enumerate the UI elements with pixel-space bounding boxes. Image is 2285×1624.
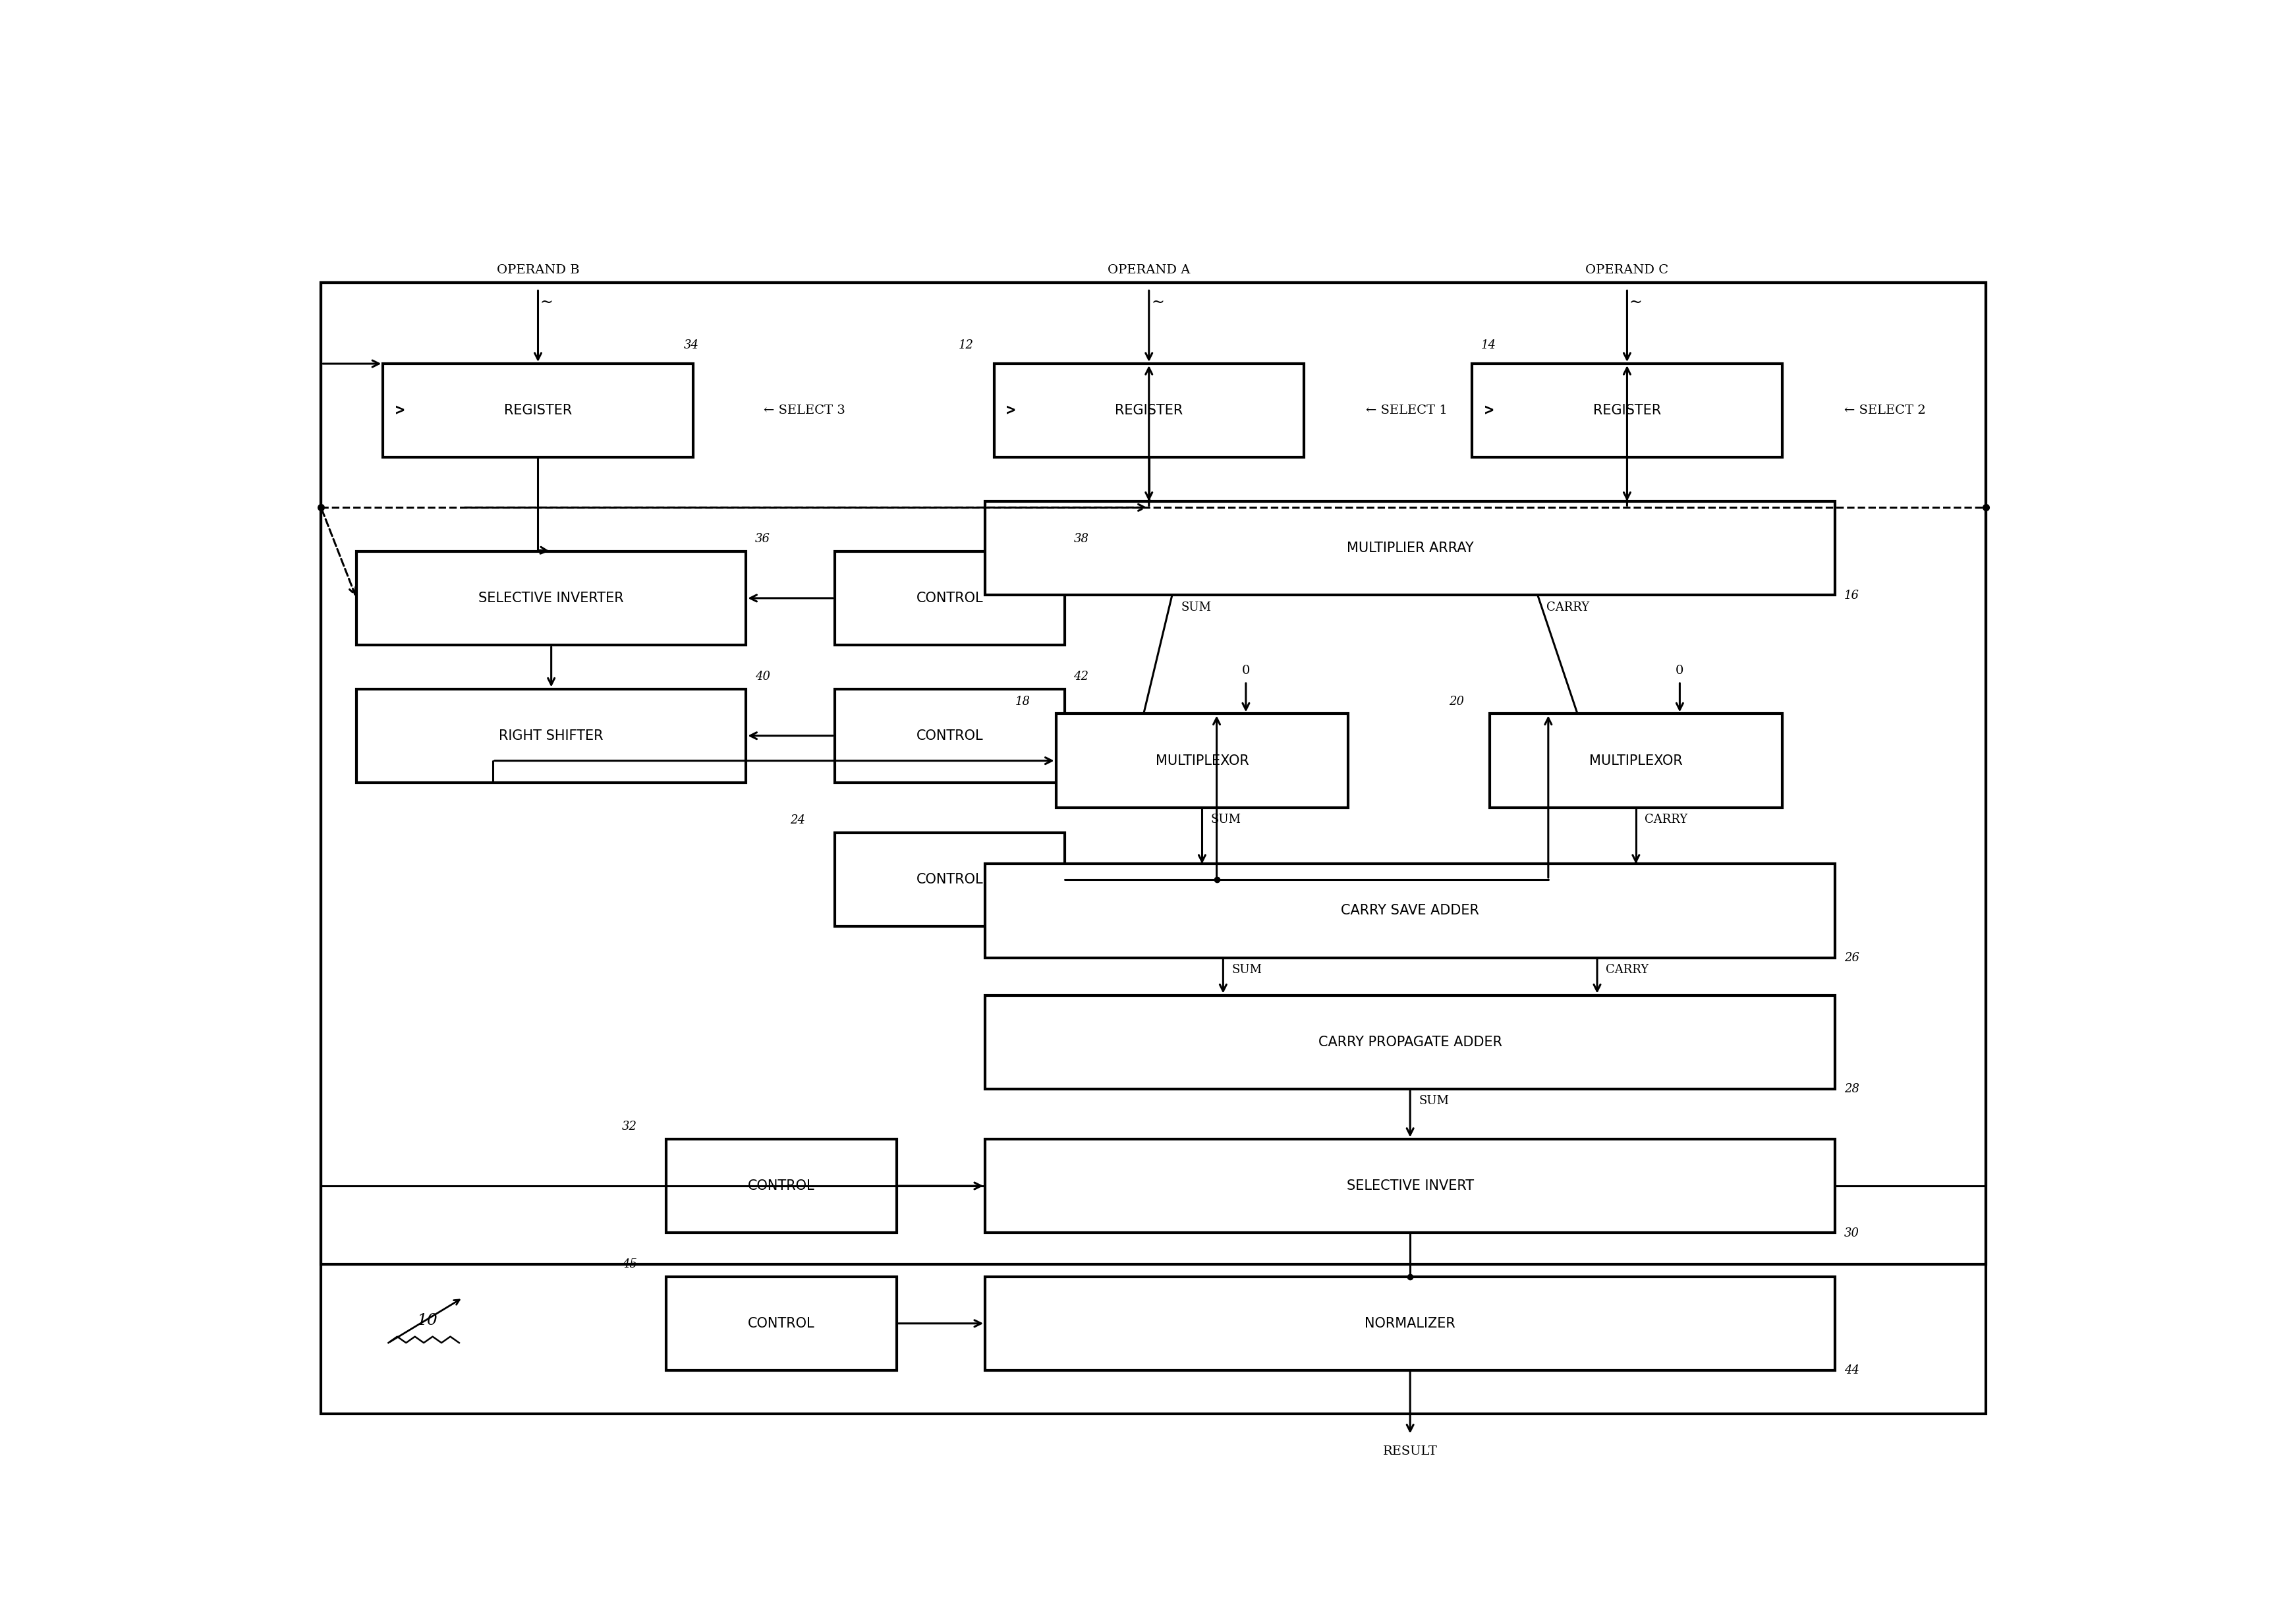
Text: 32: 32 (622, 1121, 638, 1134)
Text: OPERAND A: OPERAND A (1108, 265, 1190, 276)
Text: 20: 20 (1449, 695, 1465, 708)
Bar (985, 1276, 1835, 1371)
Text: 44: 44 (1844, 1364, 1860, 1377)
Text: >: > (395, 403, 404, 419)
Text: 36: 36 (754, 533, 770, 546)
Bar (1472, 364, 1782, 458)
Text: RIGHT SHIFTER: RIGHT SHIFTER (498, 729, 603, 742)
Text: MULTIPLEXOR: MULTIPLEXOR (1590, 754, 1682, 767)
Text: OPERAND B: OPERAND B (496, 265, 580, 276)
Text: 14: 14 (1481, 339, 1497, 351)
Text: 30: 30 (1844, 1228, 1860, 1239)
Text: 0: 0 (1675, 664, 1684, 676)
Text: >: > (1485, 403, 1494, 419)
Bar (994, 364, 1305, 458)
Bar (667, 1138, 896, 1233)
Text: 10: 10 (416, 1312, 439, 1328)
Bar (985, 996, 1835, 1090)
Text: 38: 38 (1074, 533, 1090, 546)
Text: 12: 12 (960, 339, 973, 351)
Text: SELECTIVE INVERTER: SELECTIVE INVERTER (478, 591, 624, 604)
Text: 28: 28 (1844, 1083, 1860, 1095)
Bar (834, 689, 1065, 783)
Text: CONTROL: CONTROL (916, 729, 983, 742)
Text: CONTROL: CONTROL (747, 1179, 816, 1192)
Text: CARRY SAVE ADDER: CARRY SAVE ADDER (1341, 905, 1478, 918)
Text: SELECTIVE INVERT: SELECTIVE INVERT (1346, 1179, 1474, 1192)
Bar (985, 864, 1835, 958)
Bar (1056, 715, 1348, 807)
Text: CARRY: CARRY (1547, 601, 1590, 614)
Text: CARRY: CARRY (1645, 814, 1689, 825)
Text: RESULT: RESULT (1382, 1445, 1437, 1457)
Bar (834, 833, 1065, 926)
Text: ← SELECT 1: ← SELECT 1 (1366, 404, 1446, 416)
Bar (1490, 715, 1782, 807)
Text: CONTROL: CONTROL (916, 591, 983, 604)
Text: 24: 24 (791, 815, 807, 827)
Bar (667, 1276, 896, 1371)
Text: ← SELECT 2: ← SELECT 2 (1844, 404, 1926, 416)
Text: ~: ~ (539, 296, 553, 310)
Bar (320, 283, 1986, 1263)
Bar (356, 551, 747, 645)
Text: REGISTER: REGISTER (1115, 404, 1184, 417)
Text: MULTIPLIER ARRAY: MULTIPLIER ARRAY (1346, 541, 1474, 555)
Bar (384, 364, 692, 458)
Text: CONTROL: CONTROL (916, 874, 983, 887)
Text: 18: 18 (1015, 695, 1031, 708)
Bar (834, 551, 1065, 645)
Text: 16: 16 (1844, 590, 1860, 601)
Text: CARRY: CARRY (1606, 965, 1650, 976)
Text: SUM: SUM (1232, 965, 1261, 976)
Text: OPERAND C: OPERAND C (1586, 265, 1668, 276)
Text: SUM: SUM (1211, 814, 1241, 825)
Text: MULTIPLEXOR: MULTIPLEXOR (1156, 754, 1248, 767)
Text: NORMALIZER: NORMALIZER (1364, 1317, 1456, 1330)
Text: CONTROL: CONTROL (747, 1317, 816, 1330)
Text: ← SELECT 3: ← SELECT 3 (763, 404, 845, 416)
Text: 42: 42 (1074, 671, 1090, 682)
Text: 45: 45 (622, 1259, 638, 1270)
Text: 26: 26 (1844, 952, 1860, 965)
Text: SUM: SUM (1419, 1095, 1449, 1108)
Text: CARRY PROPAGATE ADDER: CARRY PROPAGATE ADDER (1318, 1036, 1501, 1049)
Text: 34: 34 (683, 339, 699, 351)
Text: 40: 40 (754, 671, 770, 682)
Text: 0: 0 (1241, 664, 1250, 676)
Text: ~: ~ (1629, 296, 1643, 310)
Bar (985, 502, 1835, 594)
Text: SUM: SUM (1181, 601, 1211, 614)
Bar (985, 1138, 1835, 1233)
Bar (356, 689, 747, 783)
Text: ~: ~ (1152, 296, 1165, 310)
Text: REGISTER: REGISTER (505, 404, 571, 417)
Text: >: > (1005, 403, 1017, 419)
Text: REGISTER: REGISTER (1593, 404, 1661, 417)
